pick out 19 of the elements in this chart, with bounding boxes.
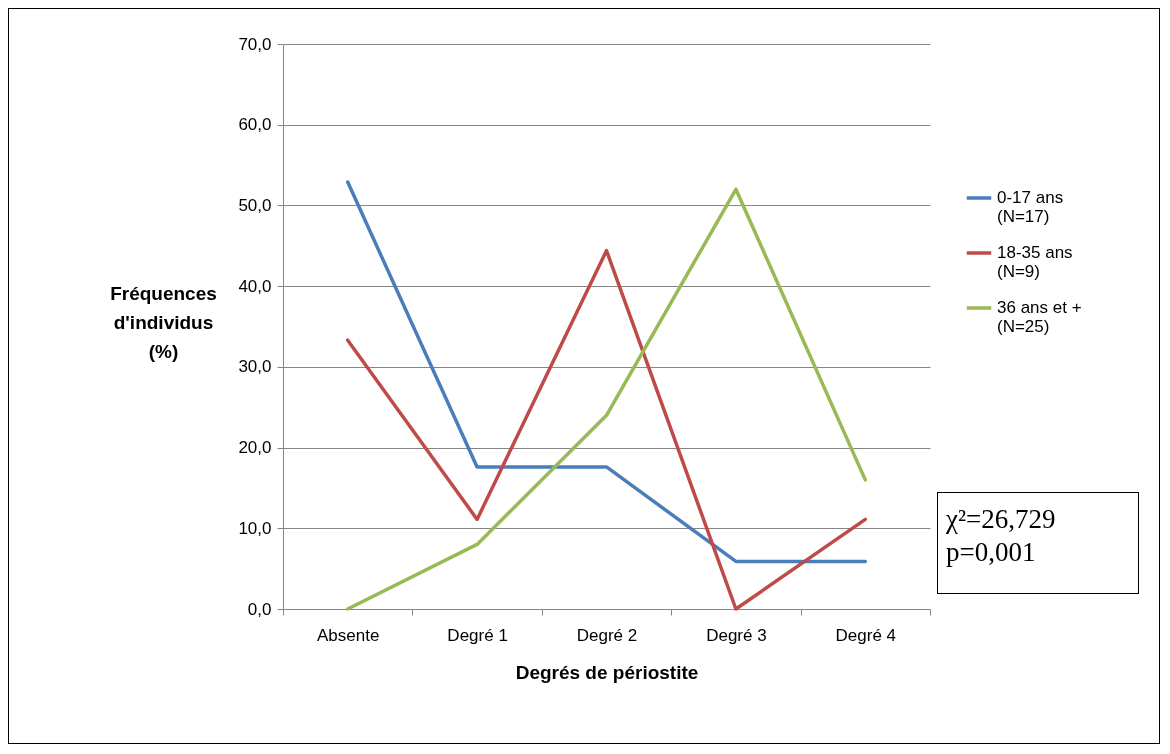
- y-tick-label: 70,0: [238, 34, 272, 54]
- legend-label: 36 ans et + (N=25): [997, 298, 1082, 336]
- x-tick-label: Degré 2: [576, 625, 638, 645]
- y-tick-label: 10,0: [238, 518, 272, 538]
- statistics-box: χ²=26,729 p=0,001: [937, 492, 1139, 594]
- x-tick-label: Absente: [317, 625, 380, 645]
- x-tick-label: Degré 3: [706, 625, 767, 645]
- y-tick-label: 20,0: [238, 438, 272, 458]
- legend-label: 0-17 ans (N=17): [997, 188, 1064, 226]
- x-tick-label: Degré 1: [447, 625, 508, 645]
- y-tick-label: 30,0: [238, 357, 272, 377]
- x-axis-title: Degrés de périostite: [515, 661, 699, 683]
- y-tick-label: 0,0: [247, 599, 272, 619]
- y-tick-label: 60,0: [238, 115, 272, 135]
- y-tick-label: 50,0: [238, 195, 272, 215]
- y-axis-title: Fréquences d'individus (%): [110, 282, 217, 362]
- y-tick-label: 40,0: [238, 276, 272, 296]
- x-tick-label: Degré 4: [835, 625, 897, 645]
- legend-label: 18-35 ans (N=9): [997, 243, 1073, 281]
